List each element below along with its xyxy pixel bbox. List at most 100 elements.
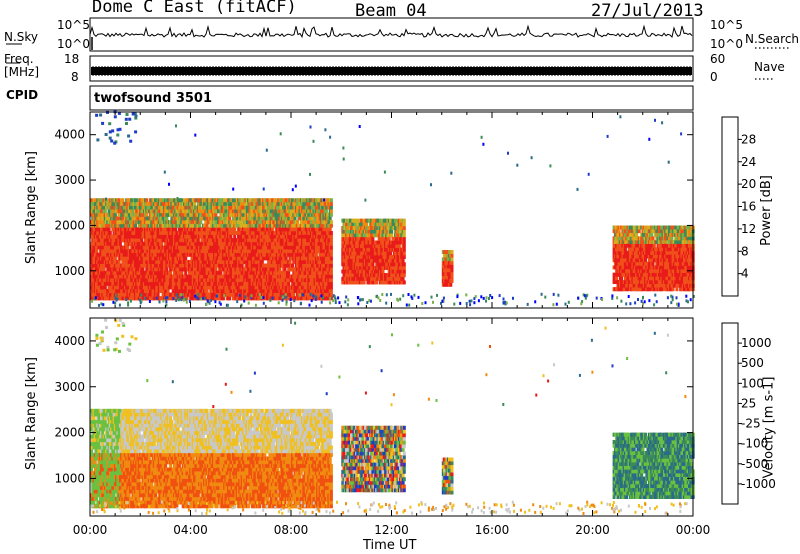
echo-cell: [263, 256, 267, 261]
echo-cell: [167, 296, 171, 301]
echo-cell: [275, 205, 279, 210]
echo-cell: [188, 278, 191, 283]
echo-cell: [164, 249, 168, 254]
echo-cell: [205, 223, 209, 228]
echo-cell: [121, 198, 125, 203]
echo-cell: [155, 289, 159, 293]
echo-cell: [101, 220, 105, 225]
echo-cell: [301, 223, 304, 228]
echo-cell: [95, 238, 98, 243]
echo-cell: [174, 227, 178, 232]
echo-cell: [183, 260, 186, 264]
echo-cell: [323, 270, 327, 275]
echo-cell: [239, 220, 243, 225]
echo-cell: [184, 212, 188, 217]
echo-cell: [157, 205, 161, 210]
echo-cell: [291, 263, 294, 268]
echo-cell: [289, 209, 293, 214]
echo-cell: [181, 212, 185, 217]
echo-cell: [270, 223, 274, 228]
echo-cell: [113, 256, 117, 261]
echo-cell: [262, 205, 266, 210]
echo-cell: [200, 231, 204, 235]
echo-cell: [204, 220, 208, 225]
echo-cell: [259, 205, 263, 210]
echo-cell: [92, 270, 96, 275]
echo-cell: [259, 209, 263, 214]
echo-cell: [201, 212, 205, 217]
echo-cell: [154, 274, 158, 279]
echo-cell: [287, 270, 291, 275]
echo-cell: [116, 201, 120, 206]
echo-cell: [156, 241, 160, 246]
echo-cell: [228, 216, 232, 221]
echo-cell: [103, 281, 107, 286]
echo-cell: [298, 270, 302, 275]
echo-cell: [208, 209, 212, 214]
echo-cell: [329, 223, 333, 228]
echo-cell: [152, 296, 156, 301]
echo-cell: [183, 249, 186, 254]
echo-cell: [189, 285, 193, 290]
echo-cell: [137, 241, 141, 246]
echo-cell: [108, 231, 112, 235]
echo-cell: [269, 289, 273, 293]
echo-cell: [329, 205, 333, 210]
echo-cell: [96, 267, 100, 272]
echo-cell: [237, 289, 240, 293]
echo-cell: [311, 216, 315, 221]
echo-cell: [155, 249, 159, 254]
echo-cell: [329, 249, 333, 254]
echo-cell: [135, 260, 139, 264]
echo-cell: [255, 260, 259, 264]
echo-cell: [176, 234, 180, 239]
echo-cell: [126, 256, 130, 261]
echo-cell: [240, 201, 244, 206]
echo-cell: [193, 256, 196, 261]
echo-cell: [145, 212, 149, 217]
echo-cell: [174, 249, 178, 254]
echo-cell: [105, 223, 109, 228]
echo-cell: [162, 267, 166, 272]
echo-cell: [169, 198, 173, 203]
nsky-trace: [89, 24, 693, 39]
echo-cell: [128, 227, 132, 232]
echo-cell: [259, 285, 263, 290]
echo-cell: [312, 274, 316, 279]
echo-cell: [273, 234, 277, 239]
echo-cell: [214, 212, 218, 217]
echo-cell: [136, 238, 140, 243]
echo-cell: [176, 292, 180, 297]
echo-cell: [269, 278, 273, 283]
echo-cell: [272, 289, 276, 293]
cpid-panel: [89, 85, 694, 111]
echo-cell: [312, 256, 316, 261]
echo-cell: [127, 278, 131, 283]
echo-cell: [248, 285, 252, 290]
echo-cell: [200, 234, 204, 239]
echo-cell: [287, 263, 291, 268]
echo-cell: [299, 252, 303, 257]
echo-cell: [185, 249, 189, 254]
echo-cell: [279, 227, 283, 232]
echo-cell: [260, 289, 264, 293]
echo-cell: [312, 220, 316, 225]
echo-cell: [218, 263, 222, 268]
echo-cell: [203, 234, 207, 239]
echo-cell: [329, 267, 333, 272]
echo-cell: [118, 274, 122, 279]
echo-cell: [267, 289, 271, 293]
echo-cell: [216, 292, 220, 297]
echo-cell: [128, 216, 132, 221]
echo-cell: [329, 241, 333, 246]
echo-cell: [122, 267, 126, 272]
echo-cell: [302, 256, 306, 261]
echo-cell: [316, 267, 320, 272]
echo-cell: [228, 285, 232, 290]
echo-cell: [140, 238, 144, 243]
echo-cell: [275, 212, 279, 217]
echo-cell: [311, 227, 315, 232]
echo-cell: [289, 205, 293, 210]
echo-cell: [224, 289, 228, 293]
